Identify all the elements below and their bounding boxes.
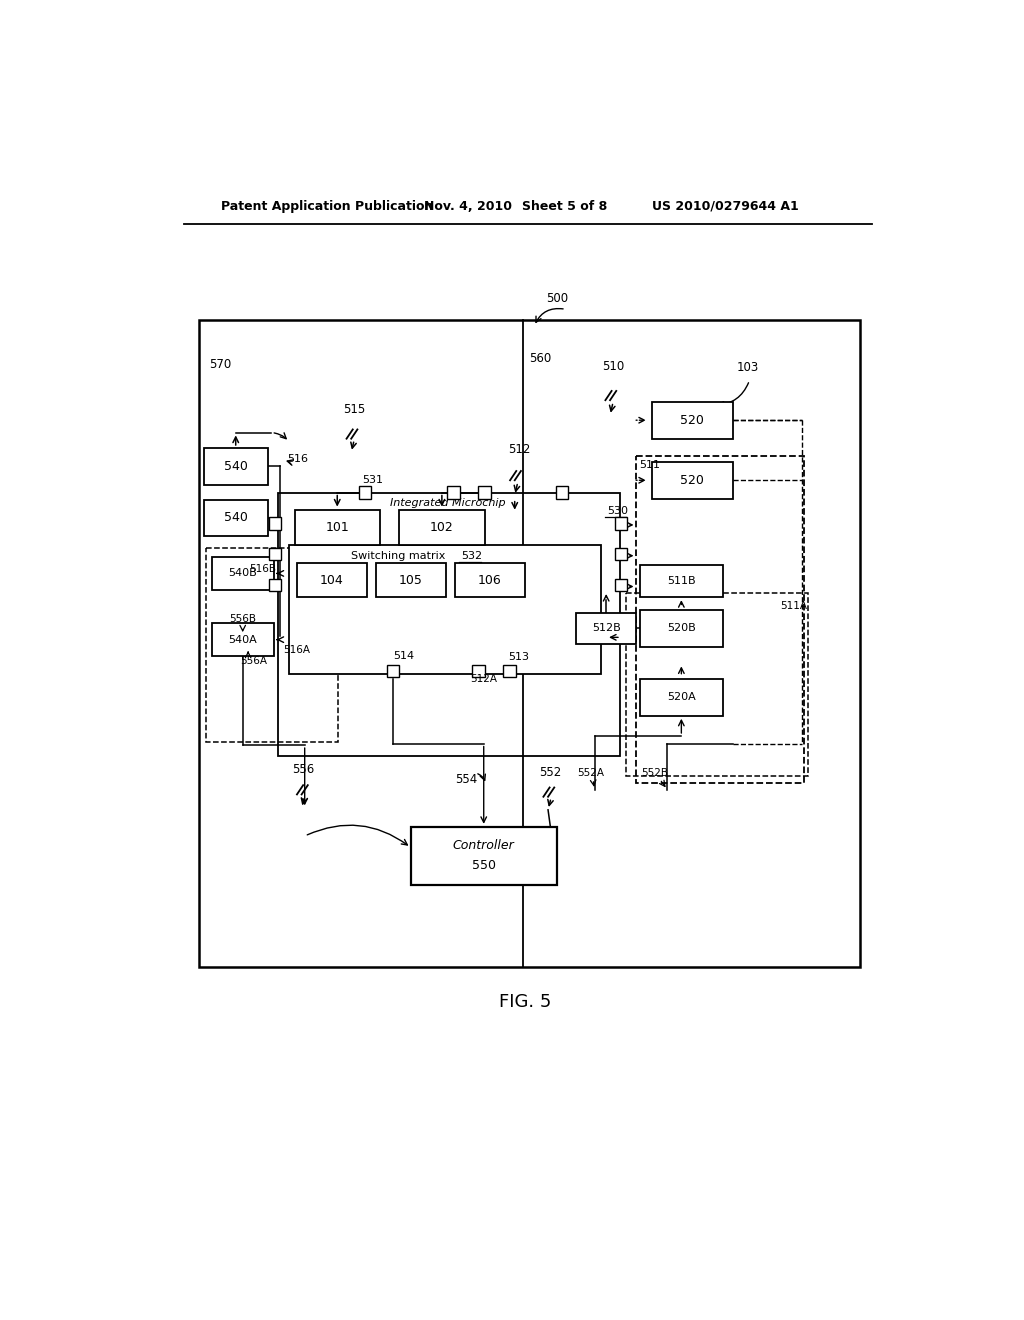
Text: 532: 532	[461, 550, 482, 561]
FancyBboxPatch shape	[200, 321, 859, 966]
Text: 520: 520	[680, 474, 705, 487]
Text: 560: 560	[529, 352, 552, 366]
FancyBboxPatch shape	[447, 487, 460, 499]
FancyBboxPatch shape	[295, 510, 380, 545]
FancyBboxPatch shape	[212, 557, 273, 590]
Text: 516: 516	[288, 454, 308, 463]
FancyBboxPatch shape	[640, 565, 723, 597]
Text: FIG. 5: FIG. 5	[499, 993, 551, 1011]
FancyBboxPatch shape	[359, 487, 372, 499]
Text: Patent Application Publication: Patent Application Publication	[221, 199, 433, 213]
Text: 552: 552	[539, 767, 561, 779]
Text: Switching matrix: Switching matrix	[351, 550, 445, 561]
Text: 516B: 516B	[250, 564, 276, 574]
Text: 513: 513	[508, 652, 528, 663]
Text: 516A: 516A	[283, 644, 310, 655]
Text: 556: 556	[292, 763, 314, 776]
FancyBboxPatch shape	[269, 578, 282, 591]
Text: 102: 102	[430, 520, 454, 533]
FancyBboxPatch shape	[399, 510, 484, 545]
Text: 550: 550	[472, 859, 496, 871]
FancyBboxPatch shape	[269, 548, 282, 560]
Text: 570: 570	[209, 358, 231, 371]
Text: 520A: 520A	[667, 693, 695, 702]
Text: 530: 530	[607, 506, 628, 516]
FancyBboxPatch shape	[297, 564, 367, 597]
FancyBboxPatch shape	[640, 610, 723, 647]
Text: 514: 514	[393, 651, 414, 661]
Text: 511A: 511A	[780, 601, 808, 611]
FancyBboxPatch shape	[204, 499, 267, 536]
Text: Integrated Microchip: Integrated Microchip	[390, 499, 506, 508]
FancyBboxPatch shape	[387, 665, 399, 677]
Text: 510: 510	[602, 360, 625, 372]
FancyBboxPatch shape	[472, 665, 484, 677]
Text: 511: 511	[640, 459, 660, 470]
FancyBboxPatch shape	[614, 548, 627, 560]
FancyBboxPatch shape	[503, 665, 515, 677]
Text: 540: 540	[224, 511, 248, 524]
FancyBboxPatch shape	[289, 545, 601, 675]
Text: 104: 104	[319, 574, 344, 587]
FancyBboxPatch shape	[278, 492, 621, 756]
Text: 512B: 512B	[592, 623, 621, 634]
FancyBboxPatch shape	[376, 564, 445, 597]
FancyBboxPatch shape	[269, 517, 282, 529]
Text: 500: 500	[547, 292, 568, 305]
Text: 552B: 552B	[641, 768, 668, 777]
Text: 515: 515	[343, 403, 366, 416]
Text: 540A: 540A	[228, 635, 257, 644]
Text: Sheet 5 of 8: Sheet 5 of 8	[521, 199, 607, 213]
FancyBboxPatch shape	[614, 578, 627, 591]
Text: 105: 105	[399, 574, 423, 587]
Text: 512: 512	[508, 444, 530, 455]
Text: 103: 103	[736, 362, 759, 375]
FancyBboxPatch shape	[411, 826, 557, 886]
FancyBboxPatch shape	[652, 462, 732, 499]
FancyBboxPatch shape	[575, 612, 636, 644]
Text: 540B: 540B	[228, 569, 257, 578]
Text: 101: 101	[326, 520, 349, 533]
FancyBboxPatch shape	[652, 401, 732, 438]
Text: 511B: 511B	[667, 576, 695, 586]
FancyBboxPatch shape	[556, 487, 568, 499]
FancyBboxPatch shape	[614, 517, 627, 529]
Text: 520: 520	[680, 413, 705, 426]
Text: 554: 554	[455, 772, 477, 785]
Text: 552A: 552A	[578, 768, 604, 777]
Text: 556B: 556B	[228, 614, 256, 624]
Text: US 2010/0279644 A1: US 2010/0279644 A1	[652, 199, 799, 213]
Text: 520B: 520B	[667, 623, 695, 634]
FancyBboxPatch shape	[455, 564, 524, 597]
FancyBboxPatch shape	[478, 487, 490, 499]
Text: Nov. 4, 2010: Nov. 4, 2010	[424, 199, 512, 213]
FancyBboxPatch shape	[640, 678, 723, 715]
FancyBboxPatch shape	[212, 623, 273, 656]
Text: 540: 540	[224, 459, 248, 473]
Text: Controller: Controller	[453, 838, 515, 851]
Text: 556A: 556A	[241, 656, 267, 667]
FancyBboxPatch shape	[204, 447, 267, 484]
Text: 531: 531	[362, 475, 383, 486]
Text: 512A: 512A	[471, 675, 498, 684]
Text: 106: 106	[478, 574, 502, 587]
